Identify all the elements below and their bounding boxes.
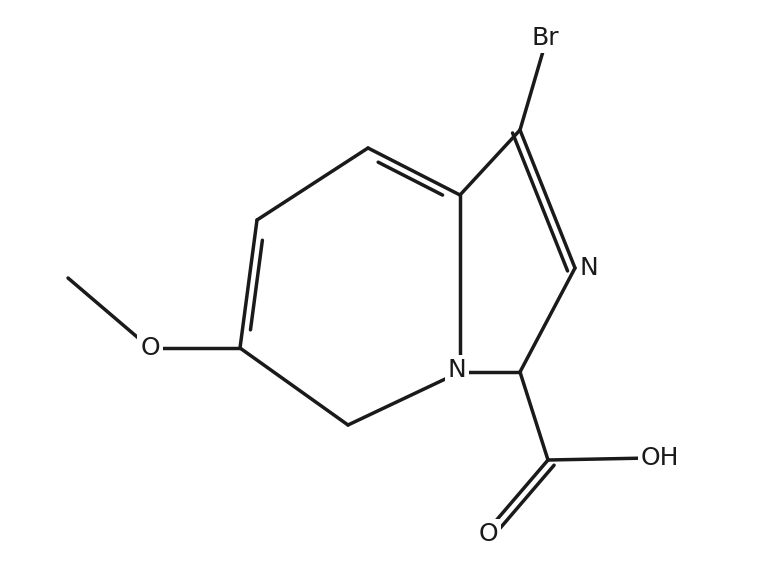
Text: N: N [580,256,598,280]
Text: N: N [448,358,466,382]
Text: OH: OH [641,446,679,470]
Text: O: O [478,522,498,546]
Text: O: O [140,336,160,360]
Text: Br: Br [532,26,559,50]
